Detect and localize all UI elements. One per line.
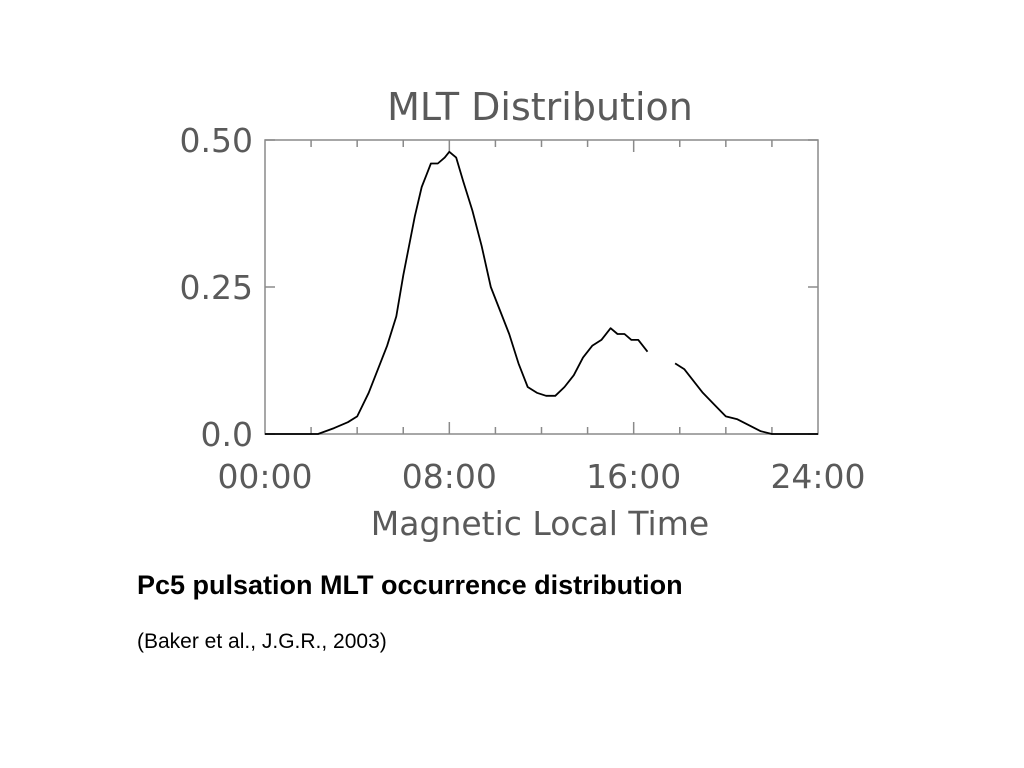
- x-tick-labels: 00:00 08:00 16:00 24:00: [217, 457, 865, 496]
- series-line: [265, 150, 649, 435]
- series-line: [674, 362, 818, 435]
- x-tick-label: 00:00: [217, 457, 312, 496]
- x-tick-label: 24:00: [770, 457, 865, 496]
- x-tick-label: 08:00: [402, 457, 497, 496]
- x-axis-label: Magnetic Local Time: [371, 504, 709, 543]
- caption-reference: (Baker et al., J.G.R., 2003): [137, 630, 387, 653]
- caption-title: Pc5 pulsation MLT occurrence distributio…: [137, 570, 683, 600]
- plot-frame: [264, 139, 819, 435]
- data-lines: [265, 150, 818, 435]
- chart-title: MLT Distribution: [387, 85, 693, 129]
- axis-ticks: [265, 139, 818, 435]
- y-tick-label: 0.0: [201, 415, 253, 454]
- y-tick-labels: 0.0 0.25 0.50: [180, 121, 253, 454]
- y-tick-label: 0.50: [180, 121, 253, 160]
- x-tick-label: 16:00: [586, 457, 681, 496]
- mlt-distribution-chart: MLT Distribution 0.0 0.25 0.50 00:00 08:00 1…: [180, 85, 866, 543]
- y-tick-label: 0.25: [180, 268, 253, 307]
